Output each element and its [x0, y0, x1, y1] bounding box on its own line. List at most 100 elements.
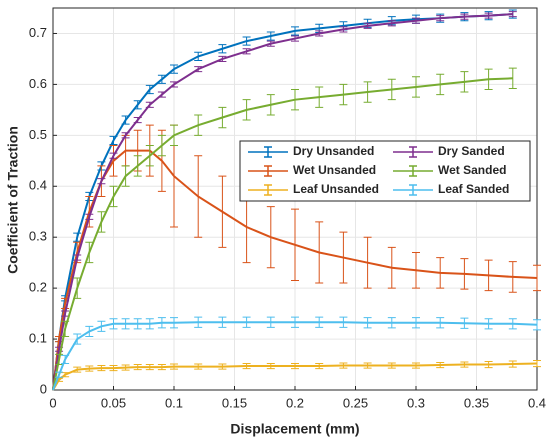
- error-bar: [97, 320, 106, 332]
- error-bar: [266, 206, 275, 269]
- error-bar: [109, 135, 118, 146]
- error-bar: [194, 66, 203, 73]
- error-bar: [145, 84, 154, 95]
- error-bar: [85, 213, 94, 220]
- error-bar: [315, 316, 324, 328]
- legend-swatch: [248, 184, 288, 196]
- error-bar: [436, 361, 445, 369]
- error-bar: [242, 36, 251, 46]
- x-tick-label: 0.4: [528, 395, 546, 410]
- error-bar: [291, 35, 299, 42]
- error-bar: [73, 333, 82, 345]
- legend-label: Dry Sanded: [438, 144, 505, 158]
- legend-swatch: [393, 146, 433, 158]
- error-bar: [266, 31, 275, 41]
- error-bar: [218, 55, 227, 62]
- legend-swatch: [248, 165, 288, 177]
- error-bar: [484, 360, 493, 369]
- x-tick-label: 0: [49, 395, 56, 410]
- y-tick-label: 0.2: [29, 280, 47, 295]
- error-bar: [218, 175, 227, 248]
- error-bar: [121, 132, 130, 139]
- error-bar: [533, 359, 541, 368]
- legend-swatch: [393, 165, 433, 177]
- error-bar: [412, 251, 420, 289]
- error-bar: [55, 371, 64, 378]
- error-bar: [412, 76, 420, 98]
- error-bar: [266, 363, 275, 370]
- legend-box: [239, 140, 531, 202]
- x-tick-label: 0.1: [165, 395, 183, 410]
- legend-swatch: [393, 184, 433, 196]
- error-bar: [387, 78, 396, 101]
- error-bar: [363, 81, 372, 103]
- series-line: [52, 13, 513, 391]
- error-bar: [412, 317, 420, 329]
- error-bar: [412, 362, 420, 369]
- y-tick-label: 0.3: [29, 229, 47, 244]
- legend-label: Wet Sanded: [438, 163, 506, 177]
- error-bar: [242, 316, 251, 328]
- error-bar: [363, 362, 372, 369]
- y-tick-label: 0.6: [29, 76, 47, 91]
- error-bar: [460, 361, 469, 368]
- y-tick-label: 0.5: [29, 127, 47, 142]
- error-bar: [170, 124, 178, 147]
- error-bar: [460, 71, 469, 93]
- error-bar: [339, 26, 348, 33]
- error-bar: [484, 68, 493, 90]
- x-tick-label: 0.05: [101, 395, 126, 410]
- error-bar: [133, 155, 142, 177]
- error-bar: [97, 365, 106, 372]
- error-bar: [85, 325, 94, 338]
- error-bar: [291, 208, 299, 281]
- error-bar: [387, 362, 396, 369]
- error-bar: [315, 363, 324, 370]
- error-bar: [157, 364, 166, 371]
- series-line: [52, 77, 513, 391]
- error-bar: [157, 91, 166, 98]
- error-bar: [133, 117, 142, 124]
- error-bar: [61, 320, 70, 338]
- error-bar: [194, 51, 203, 61]
- error-bar: [339, 316, 348, 328]
- error-bar: [109, 365, 118, 372]
- error-bar: [533, 264, 541, 292]
- error-bar: [170, 317, 178, 329]
- error-bar: [339, 83, 348, 106]
- error-bar: [484, 12, 493, 19]
- error-bar: [508, 360, 517, 368]
- x-tick-label: 0.35: [464, 395, 489, 410]
- error-bar: [170, 64, 178, 74]
- error-bar: [460, 258, 469, 290]
- error-bar: [61, 310, 70, 317]
- error-bar: [266, 94, 275, 116]
- x-tick-label: 0.3: [407, 395, 425, 410]
- error-bar: [157, 317, 166, 329]
- error-bar: [55, 353, 64, 366]
- error-bar: [157, 134, 166, 157]
- series-line: [52, 13, 513, 391]
- error-bar: [194, 316, 203, 328]
- x-tick-label: 0.25: [343, 395, 368, 410]
- error-bar: [109, 185, 118, 208]
- error-bar: [121, 318, 130, 330]
- error-bar: [157, 74, 166, 84]
- error-bar: [145, 318, 154, 330]
- error-bar: [508, 67, 517, 89]
- y-tick-label: 0: [40, 381, 47, 396]
- x-tick-label: 0.15: [222, 395, 247, 410]
- y-tick-label: 0.4: [29, 178, 47, 193]
- error-bar: [109, 152, 118, 159]
- error-bar: [133, 364, 142, 371]
- error-bar: [484, 259, 493, 292]
- error-bar: [291, 316, 299, 328]
- error-bar: [97, 211, 106, 233]
- error-bar: [121, 165, 130, 187]
- error-bar: [266, 316, 275, 328]
- error-bar: [533, 319, 541, 331]
- error-bar: [145, 101, 154, 108]
- error-bar: [97, 178, 106, 185]
- error-bar: [121, 115, 130, 125]
- error-bar: [218, 44, 227, 54]
